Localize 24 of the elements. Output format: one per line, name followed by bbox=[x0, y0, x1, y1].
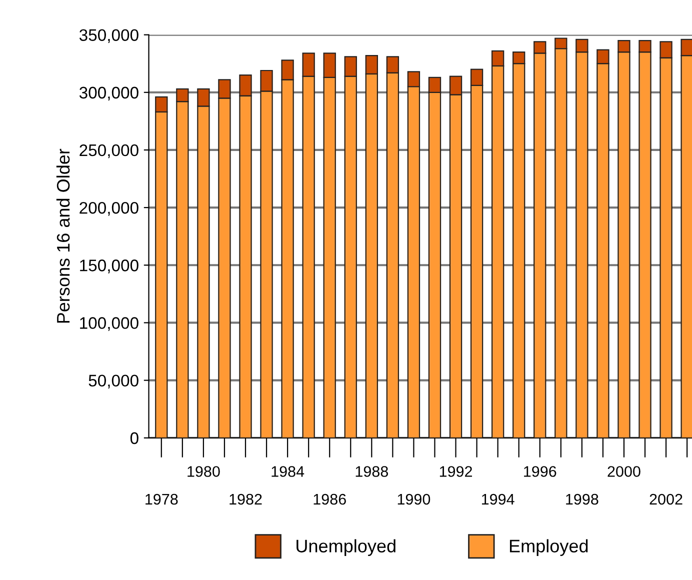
y-tick-label: 50,000 bbox=[88, 374, 138, 388]
y-tick-label: 150,000 bbox=[80, 260, 138, 274]
y-tick-label: 250,000 bbox=[80, 144, 138, 158]
x-tick-label: 1992 bbox=[440, 466, 472, 477]
x-tick-label: 1990 bbox=[398, 494, 430, 505]
x-tick-label: 1984 bbox=[272, 466, 304, 477]
legend-label: Unemployed bbox=[296, 539, 396, 556]
y-axis-title: Persons 16 and Older bbox=[56, 148, 70, 323]
y-tick-label: 300,000 bbox=[79, 86, 138, 101]
y-tick-label: 100,000 bbox=[80, 317, 138, 331]
x-tick-label: 1994 bbox=[482, 494, 514, 505]
x-tick-label: 1980 bbox=[188, 466, 220, 477]
x-tick-label: 2002 bbox=[650, 494, 682, 505]
y-tick-label: 0 bbox=[130, 432, 138, 444]
x-tick-label: 1988 bbox=[356, 466, 388, 477]
x-tick-label: 1998 bbox=[566, 494, 598, 505]
y-tick-label: 350,000 bbox=[79, 29, 138, 43]
x-tick-label: 2000 bbox=[608, 466, 640, 477]
x-tick-label: 1982 bbox=[230, 494, 262, 505]
x-tick-label: 1986 bbox=[314, 494, 346, 505]
x-tick-label: 1996 bbox=[524, 466, 556, 477]
y-tick-label: 200,000 bbox=[80, 202, 138, 216]
legend-label: Employed bbox=[510, 539, 588, 556]
x-tick-label: 1978 bbox=[146, 494, 178, 505]
